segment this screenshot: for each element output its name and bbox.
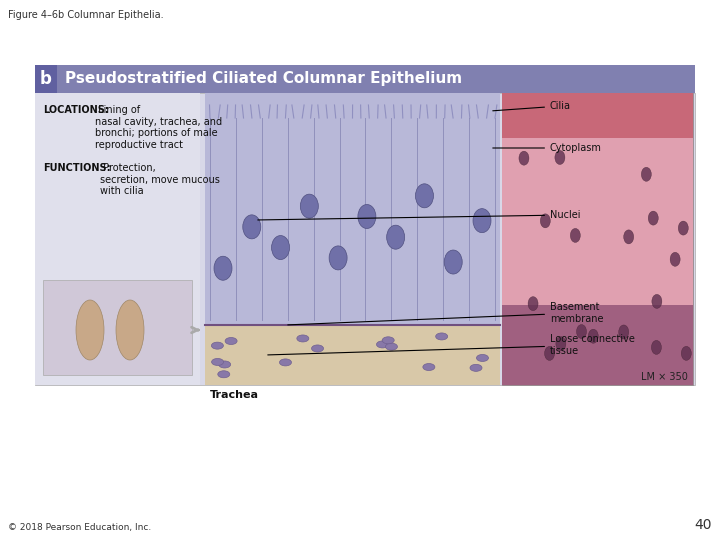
Ellipse shape [473,208,491,233]
Ellipse shape [648,211,658,225]
Ellipse shape [570,228,580,242]
Ellipse shape [116,300,144,360]
Ellipse shape [519,151,529,165]
Ellipse shape [385,343,397,350]
Text: © 2018 Pearson Education, Inc.: © 2018 Pearson Education, Inc. [8,523,151,532]
Ellipse shape [382,337,395,344]
Bar [43,280,192,375]
Ellipse shape [212,359,224,366]
Text: Nuclei: Nuclei [258,210,580,220]
Bar [502,93,693,138]
Ellipse shape [423,363,435,370]
Bar [205,93,500,325]
Ellipse shape [415,184,433,208]
Ellipse shape [588,329,598,343]
Text: Loose connective
tissue: Loose connective tissue [268,334,635,356]
Ellipse shape [377,341,389,348]
Bar [205,325,500,385]
Ellipse shape [212,342,223,349]
Text: LOCATIONS:: LOCATIONS: [43,105,109,115]
Text: Lining of
nasal cavity, trachea, and
bronchi; portions of male
reproductive trac: Lining of nasal cavity, trachea, and bro… [95,105,222,150]
Ellipse shape [225,338,237,345]
Ellipse shape [217,371,230,378]
Ellipse shape [243,215,261,239]
Ellipse shape [544,347,554,360]
Ellipse shape [681,346,691,360]
Text: Cilia: Cilia [492,101,571,111]
Ellipse shape [618,325,629,339]
Bar [35,93,200,385]
Ellipse shape [556,337,566,350]
Ellipse shape [444,250,462,274]
Ellipse shape [642,167,652,181]
Ellipse shape [528,296,538,310]
Ellipse shape [470,364,482,372]
Bar [35,65,695,93]
Ellipse shape [652,294,662,308]
Ellipse shape [436,333,448,340]
Ellipse shape [271,235,289,260]
Text: Protection,
secretion, move mucous
with cilia: Protection, secretion, move mucous with … [100,163,220,196]
Text: 40: 40 [695,518,712,532]
Ellipse shape [312,345,323,352]
Text: LM × 350: LM × 350 [641,372,688,382]
Text: Trachea: Trachea [210,390,259,400]
Ellipse shape [540,214,550,228]
Bar [502,305,693,385]
Ellipse shape [300,194,318,218]
Ellipse shape [624,230,634,244]
Ellipse shape [297,335,309,342]
Ellipse shape [358,205,376,228]
Bar [502,93,693,385]
Text: Figure 4–6b Columnar Epithelia.: Figure 4–6b Columnar Epithelia. [8,10,163,20]
Ellipse shape [279,359,292,366]
Bar [35,93,695,385]
Text: FUNCTIONS:: FUNCTIONS: [43,163,111,173]
Ellipse shape [577,325,587,339]
Bar [205,93,500,385]
Text: Cytoplasm: Cytoplasm [492,143,602,153]
Ellipse shape [670,252,680,266]
Ellipse shape [555,151,565,165]
Text: b: b [40,70,52,88]
Ellipse shape [477,354,488,361]
Ellipse shape [219,361,230,368]
Text: Basement
membrane: Basement membrane [288,302,603,325]
Text: Pseudostratified Ciliated Columnar Epithelium: Pseudostratified Ciliated Columnar Epith… [65,71,462,86]
Ellipse shape [76,300,104,360]
Ellipse shape [387,225,405,249]
Ellipse shape [329,246,347,270]
Ellipse shape [214,256,232,280]
Ellipse shape [652,340,662,354]
Ellipse shape [678,221,688,235]
Bar [35,65,57,93]
Bar [502,138,693,305]
